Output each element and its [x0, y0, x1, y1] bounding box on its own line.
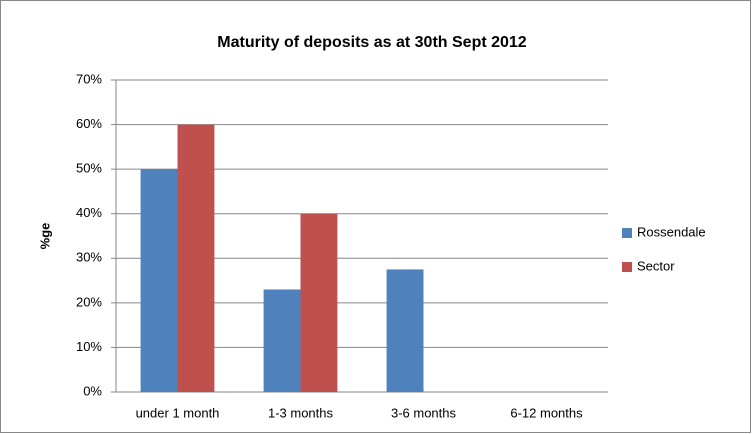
legend-swatch — [622, 228, 632, 238]
y-tick-label: 0% — [83, 383, 102, 398]
y-tick-label: 50% — [76, 161, 102, 176]
y-tick-label: 30% — [76, 250, 102, 265]
y-tick-label: 10% — [76, 339, 102, 354]
y-tick-label: 70% — [76, 71, 102, 86]
y-axis-title: %ge — [37, 223, 52, 250]
x-tick-label: under 1 month — [136, 405, 220, 420]
y-tick-label: 20% — [76, 294, 102, 309]
bar — [140, 169, 178, 392]
bar — [386, 269, 424, 392]
x-tick-label: 3-6 months — [391, 405, 457, 420]
chart-title: Maturity of deposits as at 30th Sept 201… — [217, 34, 527, 51]
bar — [177, 124, 215, 393]
x-tick-label: 1-3 months — [268, 405, 334, 420]
x-tick-label: 6-12 months — [510, 405, 583, 420]
legend-swatch — [622, 262, 632, 272]
bar — [263, 289, 301, 392]
y-tick-label: 60% — [76, 116, 102, 131]
legend-label: Rossendale — [637, 224, 706, 239]
bar — [300, 213, 338, 392]
y-tick-label: 40% — [76, 205, 102, 220]
legend-label: Sector — [637, 258, 675, 273]
